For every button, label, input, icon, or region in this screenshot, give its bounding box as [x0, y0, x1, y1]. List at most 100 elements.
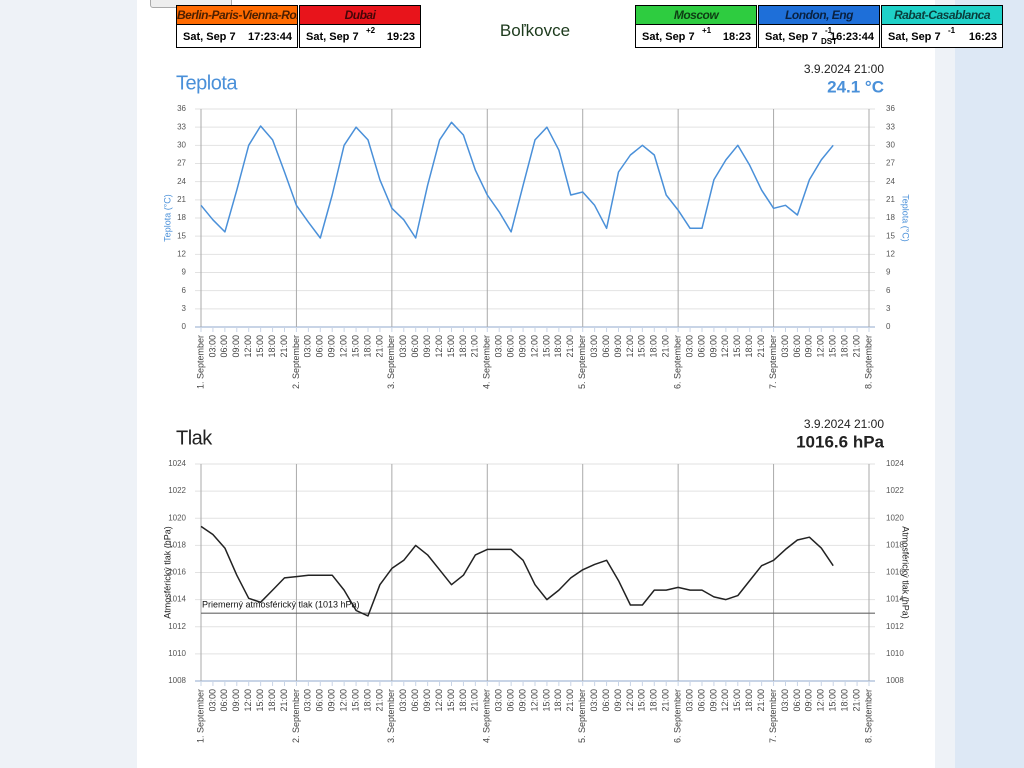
x-tick-label: 5. September [577, 689, 587, 743]
y-tick-label: 12 [177, 249, 186, 258]
line [200, 525, 834, 617]
x-tick-label: 15:00 [828, 335, 838, 358]
x-tick-label: 21:00 [279, 689, 289, 712]
clock-offset: -1 [825, 26, 833, 35]
x-tick-label: 18:00 [649, 335, 659, 358]
y-tick-label: 1014 [886, 595, 904, 604]
clock-date: Sat, Sep 7 [642, 31, 695, 43]
x-tick-label: 15:00 [446, 335, 456, 358]
x-tick-label: 12:00 [434, 689, 444, 712]
y-tick-label: 27 [177, 159, 186, 168]
y-tick-label: 21 [177, 195, 186, 204]
x-tick-label: 12:00 [243, 689, 253, 712]
y-tick-label: 1024 [886, 459, 904, 468]
x-tick-label: 12:00 [816, 335, 826, 358]
y-tick-label: 36 [886, 104, 895, 113]
x-tick-label: 03:00 [207, 689, 217, 712]
x-tick-label: 12:00 [339, 689, 349, 712]
y-tick-label: 9 [182, 268, 187, 277]
x-tick-label: 09:00 [422, 689, 432, 712]
x-tick-label: 12:00 [720, 335, 730, 358]
x-tick-label: 06:00 [410, 689, 420, 712]
y-tick-label: 1022 [886, 486, 904, 495]
current-value: 1016.6 hPa [796, 432, 884, 451]
y-tick-label: 30 [177, 140, 186, 149]
x-tick-label: 03:00 [494, 689, 504, 712]
y-tick-label: 1022 [168, 486, 186, 495]
x-tick-label: 15:00 [637, 689, 647, 712]
x-tick-label: 21:00 [756, 689, 766, 712]
clock-date: Sat, Sep 7 [183, 31, 236, 43]
y-tick-label: 1008 [168, 676, 186, 685]
x-tick-label: 06:00 [506, 689, 516, 712]
location: Boľkovce [499, 21, 571, 40]
y-tick-label: 27 [886, 159, 895, 168]
x-tick-label: 09:00 [804, 335, 814, 358]
x-tick-label: 2. September [291, 689, 301, 743]
y-tick-label: 6 [886, 286, 891, 295]
clock-date: Sat, Sep 7 [765, 31, 818, 43]
clock: London, Eng Sat, Sep 7 -1 DST 16:23:44 [758, 5, 880, 48]
y-tick-label: 1012 [886, 622, 904, 631]
y-tick-label: 1010 [886, 649, 904, 658]
x-tick-label: 03:00 [398, 335, 408, 358]
clock-row: Sat, Sep 7 -1 DST 16:23:44 [759, 25, 879, 47]
x-tick-label: 09:00 [613, 335, 623, 358]
clock-date: Sat, Sep 7 [888, 31, 941, 43]
x-tick-label: 06:00 [315, 335, 325, 358]
y-tick-label: 6 [182, 286, 187, 295]
x-tick-label: 12:00 [625, 335, 635, 358]
timestamp: 3.9.2024 21:00 [804, 417, 884, 431]
y-tick-label: 24 [886, 177, 895, 186]
y-axis-label: Atmosférický tlak (hPa) [162, 526, 172, 619]
x-tick-label: 15:00 [350, 335, 360, 358]
panel [137, 0, 935, 768]
x-tick-label: 03:00 [303, 689, 313, 712]
x-tick-label: 12:00 [625, 689, 635, 712]
x-tick-label: 15:00 [828, 689, 838, 712]
side-strip [955, 0, 1024, 768]
y-tick-label: 1014 [168, 595, 186, 604]
x-tick-label: 12:00 [339, 335, 349, 358]
clock-time: 18:23 [722, 31, 751, 43]
x-tick-label: 4. September [482, 335, 492, 389]
x-tick-label: 06:00 [506, 335, 516, 358]
clock-dst: DST [821, 37, 837, 46]
y-tick-label: 9 [886, 268, 891, 277]
y-tick-label: 1020 [886, 513, 904, 522]
y-tick-label: 30 [886, 140, 895, 149]
clock-offset: -1 [948, 26, 956, 35]
y-tick-label: 1018 [886, 540, 904, 549]
clock-time: 16:23:44 [829, 31, 874, 43]
x-tick-label: 21:00 [565, 689, 575, 712]
x-tick-label: 21:00 [470, 689, 480, 712]
x-tick-label: 03:00 [780, 689, 790, 712]
x-tick-label: 18:00 [267, 689, 277, 712]
x-tick-label: 12:00 [720, 689, 730, 712]
x-tick-label: 5. September [577, 335, 587, 389]
x-tick-label: 15:00 [350, 689, 360, 712]
x-tick-label: 09:00 [327, 689, 337, 712]
y-tick-label: 3 [886, 304, 891, 313]
x-tick-label: 18:00 [744, 689, 754, 712]
x-tick-label: 1. September [195, 689, 205, 743]
x-tick-label: 15:00 [637, 335, 647, 358]
x-tick-label: 09:00 [517, 689, 527, 712]
x-tick-label: 03:00 [684, 689, 694, 712]
x-tick-label: 18:00 [267, 335, 277, 358]
y-tick-label: 36 [177, 104, 186, 113]
x-tick-label: 8. September [863, 689, 873, 743]
clock-name: Moscow [636, 6, 756, 25]
y-tick-label: 33 [886, 122, 895, 131]
x-tick-label: 03:00 [303, 335, 313, 358]
y-tick-label: 0 [886, 322, 891, 331]
y-tick-label: 15 [886, 231, 895, 240]
clock: Dubai Sat, Sep 7 +2 19:23 [299, 5, 421, 48]
chart-title: Tlak [176, 427, 213, 449]
y-tick-label: 0 [182, 322, 187, 331]
x-tick-label: 15:00 [732, 689, 742, 712]
x-tick-label: 18:00 [458, 689, 468, 712]
x-tick-label: 06:00 [315, 689, 325, 712]
